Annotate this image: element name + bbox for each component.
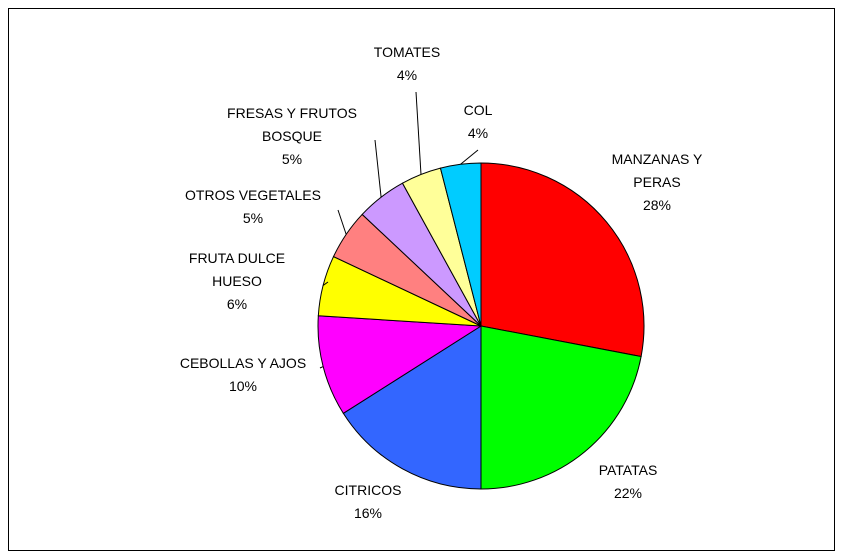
value-label: 4% [396,67,418,83]
pie-slice [317,315,483,415]
slice-label: PATATAS 22% [568,459,688,505]
pie-slice [480,162,645,358]
category-label: OTROS VEGETALES [185,187,321,203]
leader-line [319,366,324,369]
category-label: MANZANAS Y PERAS [611,151,703,190]
category-label: TOMATES [373,44,441,60]
category-label: CITRICOS [334,482,402,498]
value-label: 22% [613,485,643,501]
leader-line [415,91,422,175]
slice-label: MANZANAS Y PERAS 28% [602,148,712,217]
leader-line [460,149,479,165]
slice-label: CITRICOS 16% [308,479,428,525]
value-label: 16% [353,505,383,521]
slice-label: FRESAS Y FRUTOS BOSQUE 5% [222,102,362,171]
pie-slice [480,325,642,490]
category-label: COL [463,102,493,118]
leader-line [337,209,347,235]
pie-slice [342,325,482,490]
value-label: 5% [242,210,264,226]
category-label: PATATAS [598,462,658,478]
slice-label: COL 4% [438,99,518,145]
value-label: 28% [642,197,672,213]
value-label: 6% [226,296,248,312]
value-label: 4% [467,125,489,141]
leader-line [322,281,329,286]
slice-label: OTROS VEGETALES 5% [163,184,343,230]
category-label: FRUTA DULCE HUESO [188,250,286,289]
category-label: FRESAS Y FRUTOS BOSQUE [227,105,357,144]
category-label: CEBOLLAS Y AJOS [179,355,307,371]
slice-label: TOMATES 4% [347,41,467,87]
slice-label: FRUTA DULCE HUESO 6% [182,247,292,316]
value-label: 5% [281,151,303,167]
slice-label: CEBOLLAS Y AJOS 10% [158,352,328,398]
value-label: 10% [228,378,258,394]
leader-line [374,139,382,198]
